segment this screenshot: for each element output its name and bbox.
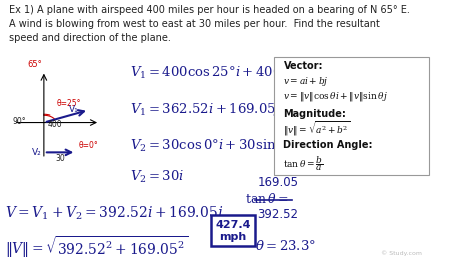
Text: $\|v\| = \sqrt{a^2 + b^2}$: $\|v\| = \sqrt{a^2 + b^2}$ bbox=[283, 120, 351, 138]
Text: 90°: 90° bbox=[12, 117, 26, 126]
Text: Magnitude:: Magnitude: bbox=[283, 109, 346, 119]
Text: Ex 1) A plane with airspeed 400 miles per hour is headed on a bearing of N 65° E: Ex 1) A plane with airspeed 400 miles pe… bbox=[9, 5, 410, 43]
Text: 400: 400 bbox=[47, 120, 62, 129]
Text: $\theta=23.3°$: $\theta=23.3°$ bbox=[255, 239, 317, 253]
Text: $V_2= 30i$: $V_2= 30i$ bbox=[130, 169, 184, 185]
Text: $V=V_1+V_2= 392.52i +169.05j$: $V=V_1+V_2= 392.52i +169.05j$ bbox=[5, 204, 223, 222]
FancyBboxPatch shape bbox=[273, 57, 429, 175]
Text: $\|V\|=\sqrt{392.52^2+169.05^2}$: $\|V\|=\sqrt{392.52^2+169.05^2}$ bbox=[5, 234, 188, 260]
FancyBboxPatch shape bbox=[211, 215, 255, 247]
Text: 427.4
mph: 427.4 mph bbox=[215, 220, 250, 242]
Text: Vector:: Vector: bbox=[283, 61, 323, 71]
Text: $v = ai + bj$: $v = ai + bj$ bbox=[283, 74, 329, 88]
Text: 392.52: 392.52 bbox=[257, 208, 299, 221]
Text: $V_2=30\cos0°i+30\sin0°j$: $V_2=30\cos0°i+30\sin0°j$ bbox=[130, 137, 298, 154]
Text: $\tan\theta = \dfrac{b}{a}$: $\tan\theta = \dfrac{b}{a}$ bbox=[283, 155, 324, 173]
Text: V₂: V₂ bbox=[32, 148, 42, 157]
Text: θ=25°: θ=25° bbox=[57, 99, 82, 108]
Text: V₁: V₁ bbox=[69, 105, 78, 114]
Text: Direction Angle:: Direction Angle: bbox=[283, 140, 373, 150]
Text: 65°: 65° bbox=[27, 60, 42, 69]
Text: © Study.com: © Study.com bbox=[381, 250, 422, 256]
Text: 30: 30 bbox=[55, 154, 65, 163]
Text: $\tan\theta=$: $\tan\theta=$ bbox=[246, 192, 289, 206]
Text: $V_1=400\cos25°i+400\sin25°j$: $V_1=400\cos25°i+400\sin25°j$ bbox=[130, 64, 332, 81]
Text: 169.05: 169.05 bbox=[257, 176, 299, 189]
Text: $V_1= 362.52i + 169.05j$: $V_1= 362.52i + 169.05j$ bbox=[130, 101, 281, 118]
Text: θ=0°: θ=0° bbox=[78, 141, 98, 150]
Text: $v = \|v\|\cos\theta i + \|v\|\sin\theta j$: $v = \|v\|\cos\theta i + \|v\|\sin\theta… bbox=[283, 90, 388, 103]
